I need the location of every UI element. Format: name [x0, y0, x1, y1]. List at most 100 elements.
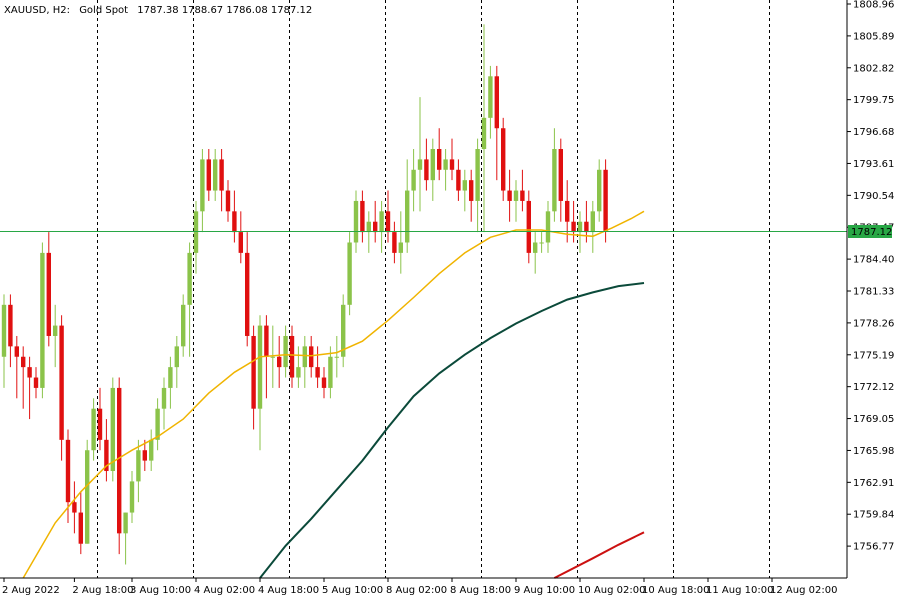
bearish-candle	[117, 387, 122, 534]
symbol-label: XAUUSD, H2:	[4, 5, 70, 16]
candles	[1, 24, 608, 565]
time-tick-label: 3 Aug 10:00	[130, 585, 191, 596]
bearish-candle	[289, 335, 295, 378]
bearish-candle	[219, 159, 224, 191]
bullish-candle	[430, 149, 435, 181]
price-tick-label: 1772.12	[853, 382, 894, 393]
bullish-candle	[347, 242, 352, 305]
bearish-candle	[65, 439, 71, 503]
bullish-candle	[366, 221, 371, 233]
price-tick-label: 1762.91	[853, 478, 894, 489]
bearish-candle	[232, 211, 237, 233]
price-tick-label: 1793.61	[853, 159, 894, 170]
bearish-candle	[520, 190, 525, 201]
price-tick-label: 1796.68	[853, 127, 894, 138]
bearish-candle	[385, 211, 391, 233]
bullish-candle	[328, 356, 333, 388]
bearish-candle	[21, 356, 26, 368]
bearish-candle	[603, 169, 608, 231]
price-tick-label: 1775.19	[853, 350, 894, 361]
bearish-candle	[558, 149, 563, 201]
bullish-candle	[488, 76, 493, 118]
time-tick-label: 11 Aug 10:00	[706, 585, 773, 596]
bearish-candle	[315, 367, 320, 378]
bearish-candle	[501, 128, 506, 191]
bearish-candle	[277, 356, 282, 368]
price-tick-label: 1769.05	[853, 414, 894, 425]
price-tick-label: 1799.75	[853, 95, 894, 106]
bearish-candle	[206, 159, 211, 191]
bullish-candle	[123, 512, 128, 534]
bearish-candle	[321, 377, 327, 388]
bullish-candle	[443, 159, 448, 170]
ma-slow-line	[553, 531, 645, 579]
bullish-candle	[590, 211, 595, 233]
time-tick-label: 10 Aug 02:00	[578, 585, 645, 596]
bearish-candle	[238, 232, 243, 253]
bearish-candle	[526, 200, 531, 253]
bullish-candle	[545, 211, 551, 243]
time-tick-label: 2 Aug 2022	[2, 585, 60, 596]
price-tick-label: 1756.77	[853, 542, 894, 553]
bullish-candle	[353, 200, 359, 243]
moving-averages	[22, 210, 645, 579]
bearish-candle	[571, 221, 576, 233]
bullish-candle	[187, 252, 192, 305]
bullish-candle	[334, 356, 339, 358]
price-tick-label: 1781.33	[853, 287, 894, 298]
bullish-candle	[174, 346, 179, 368]
time-tick-label: 9 Aug 10:00	[514, 585, 575, 596]
bullish-candle	[200, 159, 205, 212]
bullish-candle	[379, 211, 384, 233]
bearish-candle	[507, 190, 512, 201]
bullish-candle	[213, 159, 218, 191]
bearish-candle	[392, 232, 397, 253]
bullish-candle	[283, 335, 288, 368]
bearish-candle	[360, 200, 365, 233]
bullish-candle	[149, 439, 154, 461]
time-axis: 2 Aug 2022 2 Aug 18:003 Aug 10:00 4 Aug 02…	[2, 578, 837, 596]
bearish-candle	[424, 159, 429, 181]
ohlc-values: 1787.38 1788.67 1786.08 1787.12	[137, 5, 312, 16]
bullish-candle	[129, 481, 135, 513]
time-tick-label: 2 Aug 18:00	[72, 585, 133, 596]
price-tick-label: 1808.96	[853, 0, 894, 11]
bullish-candle	[411, 169, 416, 191]
bearish-candle	[33, 377, 39, 388]
current-price-tag-box	[848, 225, 892, 238]
instrument-name: Gold Spot	[79, 5, 128, 16]
bullish-candle	[193, 211, 199, 253]
time-tick-label: 10 Aug 18:00	[642, 585, 709, 596]
current-price-tag-label: 1787.12	[851, 227, 892, 238]
time-tick-label: 8 Aug 02:00	[386, 585, 447, 596]
bearish-candle	[104, 439, 109, 472]
bullish-candle	[296, 367, 301, 378]
bearish-candle	[245, 252, 250, 336]
bullish-candle	[302, 346, 307, 368]
bullish-candle	[513, 190, 519, 201]
bullish-candle	[91, 408, 96, 451]
bullish-candle	[597, 169, 602, 212]
bearish-candle	[264, 325, 269, 357]
bullish-candle	[161, 387, 167, 409]
bearish-candle	[72, 502, 77, 513]
bearish-candle	[59, 325, 64, 440]
bullish-candle	[533, 242, 538, 253]
bearish-candle	[584, 221, 589, 233]
bullish-candle	[40, 252, 45, 388]
bearish-candle	[27, 367, 32, 378]
ma-mid-line	[259, 282, 645, 579]
bearish-candle	[437, 149, 442, 170]
chart-header: XAUUSD, H2: Gold Spot 1787.38 1788.67 17…	[4, 5, 312, 16]
bullish-candle	[341, 304, 346, 357]
bullish-candle	[539, 242, 544, 244]
bearish-candle	[494, 76, 499, 129]
time-tick-label: 4 Aug 02:00	[194, 585, 255, 596]
bearish-candle	[225, 190, 231, 212]
bullish-candle	[405, 190, 410, 243]
bearish-candle	[97, 408, 103, 440]
bullish-candle	[552, 149, 557, 212]
bullish-candle	[398, 242, 403, 253]
bullish-candle	[270, 356, 275, 358]
